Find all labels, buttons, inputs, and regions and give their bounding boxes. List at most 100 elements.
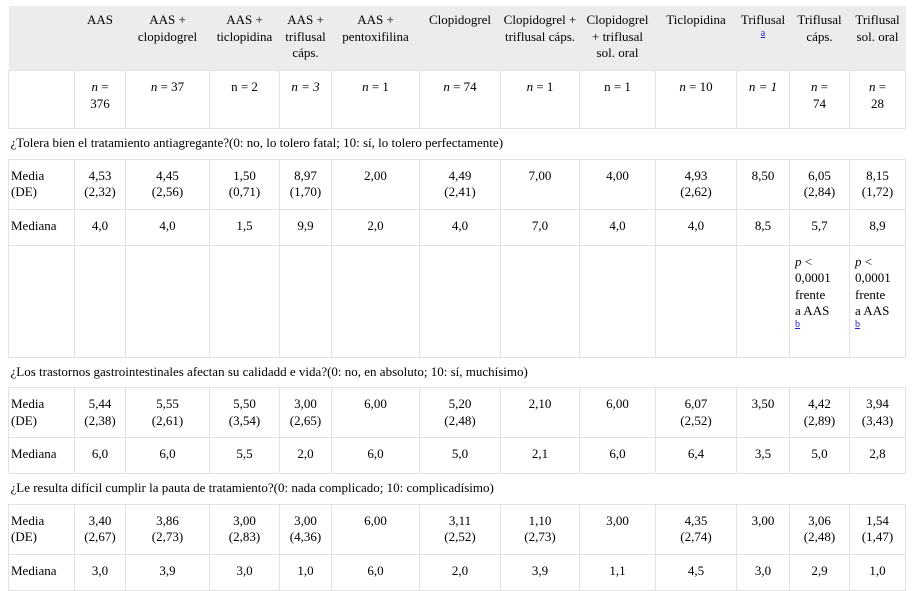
media-cell: 6,00 xyxy=(579,387,656,439)
media-cell: 6,07 (2,52) xyxy=(655,387,737,439)
mediana-cell: 4,5 xyxy=(655,553,737,591)
empty-cell xyxy=(419,244,501,358)
footnote-link-a[interactable]: a xyxy=(760,27,766,39)
question-text: ¿Los trastornos gastrointestinales afect… xyxy=(8,356,906,389)
row-label xyxy=(8,69,75,129)
table-head: AAS AAS + clopidogrel AAS + ticlopidina AAS… xyxy=(8,6,906,71)
mediana-cell: 3,0 xyxy=(736,553,790,591)
mediana-cell: 2,0 xyxy=(419,553,501,591)
media-cell: 3,50 xyxy=(736,387,790,439)
column-header: AAS + pentoxifilina xyxy=(331,6,420,71)
mediana-cell: 7,0 xyxy=(500,208,580,246)
n-cell: n = 1 xyxy=(736,69,790,129)
media-cell: 1,54 (1,47) xyxy=(849,503,906,555)
pvalue-cell: p <0,0001 frente a AAS b xyxy=(849,244,906,358)
mediana-cell: 4,0 xyxy=(655,208,737,246)
n-cell: n = 74 xyxy=(419,69,501,129)
mediana-cell: 4,0 xyxy=(125,208,210,246)
n-cell: n = 1 xyxy=(331,69,420,129)
media-row: Media (DE) 5,44 (2,38) 5,55 (2,61) 5,50 (3,54) 3… xyxy=(8,387,906,439)
empty-cell xyxy=(125,244,210,358)
media-cell: 5,50 (3,54) xyxy=(209,387,280,439)
mediana-cell: 3,9 xyxy=(125,553,210,591)
media-cell: 4,53 (2,32) xyxy=(74,158,126,210)
mediana-cell: 6,0 xyxy=(579,437,656,475)
row-label: Mediana xyxy=(8,208,75,246)
mediana-cell: 2,0 xyxy=(279,437,332,475)
column-header: Triflusal cáps. xyxy=(789,6,850,71)
results-table: AAS AAS + clopidogrel AAS + ticlopidina AAS… xyxy=(8,6,906,591)
mediana-cell: 5,5 xyxy=(209,437,280,475)
media-cell: 3,00 (4,36) xyxy=(279,503,332,555)
empty-cell xyxy=(736,244,790,358)
mediana-cell: 8,9 xyxy=(849,208,906,246)
n-cell: n = 10 xyxy=(655,69,737,129)
empty-cell xyxy=(500,244,580,358)
mediana-cell: 6,0 xyxy=(331,437,420,475)
mediana-cell: 5,7 xyxy=(789,208,850,246)
media-cell: 5,20 (2,48) xyxy=(419,387,501,439)
empty-cell xyxy=(579,244,656,358)
mediana-cell: 1,5 xyxy=(209,208,280,246)
media-cell: 6,00 xyxy=(331,387,420,439)
mediana-cell: 1,1 xyxy=(579,553,656,591)
mediana-row: Mediana 4,0 4,0 1,5 9,9 2,0 4,0 7,0 4,0 4,0 8,5 5,7… xyxy=(8,208,906,246)
n-cell: n = 2 xyxy=(209,69,280,129)
n-cell: n = 37 xyxy=(125,69,210,129)
media-row: Media (DE) 3,40 (2,67) 3,86 (2,73) 3,00 (2,83) 3… xyxy=(8,503,906,555)
media-cell: 4,42 (2,89) xyxy=(789,387,850,439)
media-cell: 6,00 xyxy=(331,503,420,555)
footnote-link-b[interactable]: b xyxy=(795,319,800,330)
media-cell: 3,11 (2,52) xyxy=(419,503,501,555)
question-text: ¿Tolera bien el tratamiento antiagregant… xyxy=(8,127,906,160)
n-cell: n = 376 xyxy=(74,69,126,129)
mediana-cell: 4,0 xyxy=(579,208,656,246)
mediana-cell: 3,5 xyxy=(736,437,790,475)
mediana-cell: 2,8 xyxy=(849,437,906,475)
media-cell: 3,00 xyxy=(579,503,656,555)
column-header: Clopidogrel + triflusal sol. oral xyxy=(579,6,656,71)
mediana-cell: 3,0 xyxy=(74,553,126,591)
mediana-cell: 3,9 xyxy=(500,553,580,591)
mediana-cell: 3,0 xyxy=(209,553,280,591)
media-cell: 1,50 (0,71) xyxy=(209,158,280,210)
media-cell: 3,00 (2,83) xyxy=(209,503,280,555)
column-header: Clopidogrel xyxy=(419,6,501,71)
column-header: Clopidogrel + triflusal cáps. xyxy=(500,6,580,71)
row-label: Mediana xyxy=(8,553,75,591)
n-cell: n = 28 xyxy=(849,69,906,129)
media-cell: 4,45 (2,56) xyxy=(125,158,210,210)
empty-cell xyxy=(279,244,332,358)
media-cell: 3,00 xyxy=(736,503,790,555)
column-header: Triflusal a xyxy=(736,6,790,71)
n-cell: n = 3 xyxy=(279,69,332,129)
media-cell: 3,40 (2,67) xyxy=(74,503,126,555)
media-row: Media (DE) 4,53 (2,32) 4,45 (2,56) 1,50 (0,71) 8… xyxy=(8,158,906,210)
question-text: ¿Le resulta difícil cumplir la pauta de … xyxy=(8,473,906,505)
question-row: ¿Los trastornos gastrointestinales afect… xyxy=(8,356,906,389)
media-cell: 5,55 (2,61) xyxy=(125,387,210,439)
media-cell: 4,00 xyxy=(579,158,656,210)
pvalue-cell: p <0,0001 frente a AAS b xyxy=(789,244,850,358)
media-cell: 8,97 (1,70) xyxy=(279,158,332,210)
footnote-link-b[interactable]: b xyxy=(855,319,860,330)
mediana-cell: 9,9 xyxy=(279,208,332,246)
media-cell: 3,06 (2,48) xyxy=(789,503,850,555)
media-cell: 3,94 (3,43) xyxy=(849,387,906,439)
mediana-cell: 4,0 xyxy=(419,208,501,246)
mediana-cell: 2,1 xyxy=(500,437,580,475)
empty-cell xyxy=(209,244,280,358)
media-cell: 5,44 (2,38) xyxy=(74,387,126,439)
column-header: Ticlopidina xyxy=(655,6,737,71)
media-cell: 4,93 (2,62) xyxy=(655,158,737,210)
question-row: ¿Tolera bien el tratamiento antiagregant… xyxy=(8,127,906,160)
question-row: ¿Le resulta difícil cumplir la pauta de … xyxy=(8,473,906,505)
media-cell: 6,05 (2,84) xyxy=(789,158,850,210)
mediana-cell: 2,9 xyxy=(789,553,850,591)
mediana-cell: 6,0 xyxy=(331,553,420,591)
n-cell: n = 74 xyxy=(789,69,850,129)
header-row: AAS AAS + clopidogrel AAS + ticlopidina AAS… xyxy=(8,6,906,71)
column-header: AAS xyxy=(74,6,126,71)
